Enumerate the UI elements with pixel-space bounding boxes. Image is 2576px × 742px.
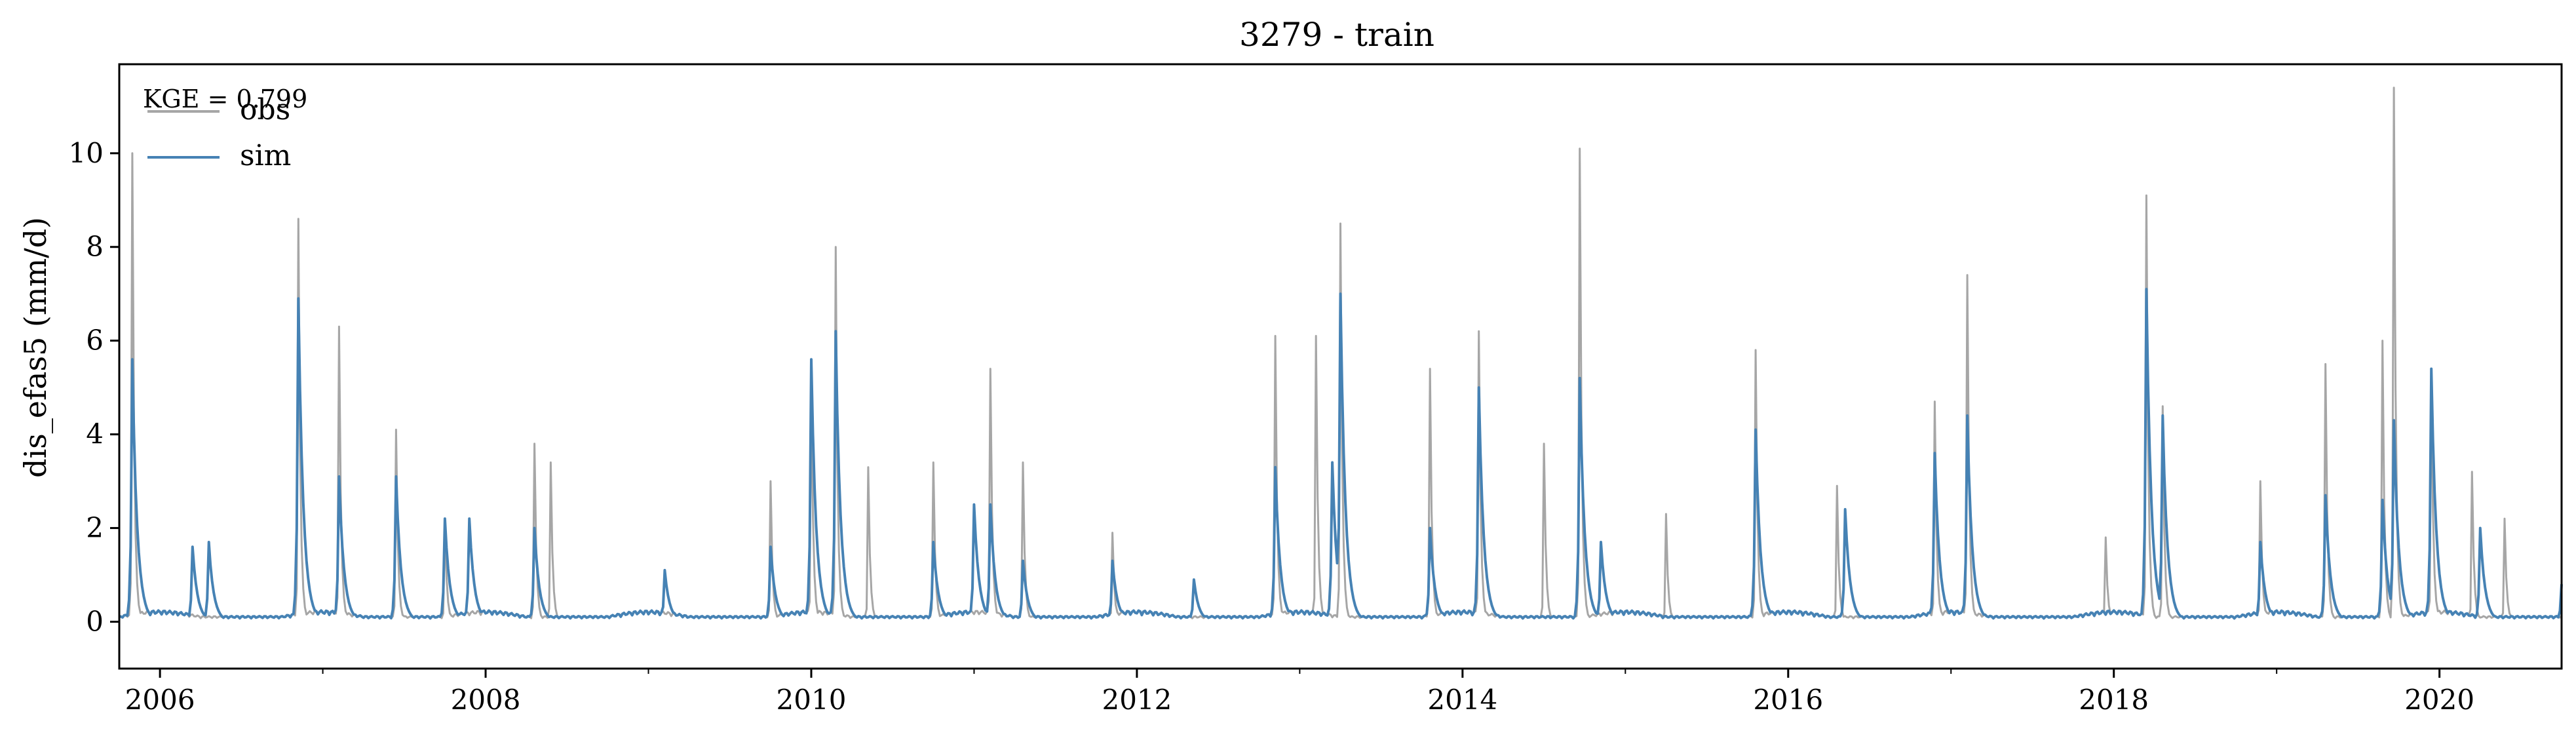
- plot-frame: [118, 63, 2563, 670]
- legend-obs-label: obs: [240, 93, 290, 127]
- x-tick-label: 2008: [451, 684, 521, 716]
- kge-annotation: KGE = 0.799: [143, 85, 307, 113]
- chart-title: 3279 - train: [1239, 16, 1434, 54]
- y-tick-label: 2: [86, 512, 104, 544]
- x-tick-label: 2012: [1102, 684, 1172, 716]
- legend: obs sim: [147, 93, 291, 172]
- x-tick-label: 2014: [1427, 684, 1497, 716]
- x-tick-label: 2016: [1753, 684, 1823, 716]
- y-axis: 0 2 4 6 8 10: [69, 137, 119, 638]
- x-tick-label: 2018: [2079, 684, 2149, 716]
- x-tick-label: 2006: [125, 684, 195, 716]
- plot-area: [119, 87, 2563, 620]
- y-tick-label: 0: [86, 606, 104, 638]
- x-tick-label: 2020: [2404, 684, 2474, 716]
- legend-entry-obs: obs: [147, 93, 290, 127]
- legend-sim-label: sim: [240, 139, 291, 172]
- y-tick-label: 10: [69, 137, 104, 169]
- y-tick-label: 4: [86, 418, 104, 450]
- y-tick-label: 8: [86, 231, 104, 263]
- x-tick-label: 2010: [777, 684, 847, 716]
- legend-entry-sim: sim: [147, 139, 291, 172]
- x-axis: 2006 2008 2010 2012 2014 2016 2018 2020: [125, 669, 2474, 716]
- sim-series: [119, 288, 2563, 620]
- y-tick-label: 6: [86, 324, 104, 357]
- y-axis-label: dis_efas5 (mm/d): [18, 217, 53, 478]
- sim-line: [119, 288, 2563, 620]
